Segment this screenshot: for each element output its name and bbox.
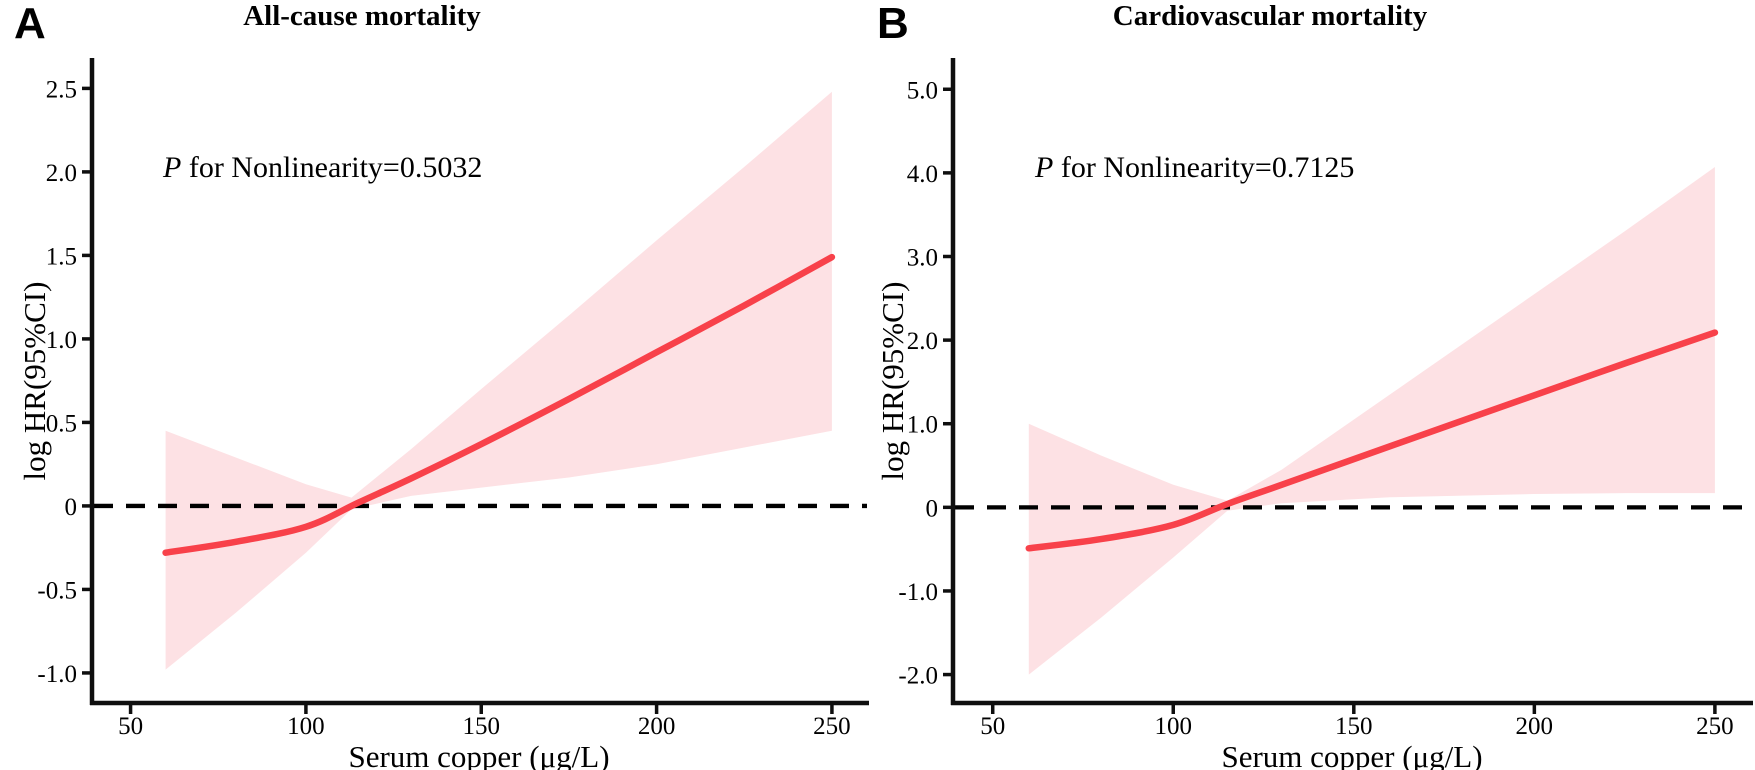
panel-a-nonlinearity-annotation: P for Nonlinearity=0.5032	[163, 151, 482, 184]
y-tick-label: 0	[65, 494, 78, 521]
y-tick-label: 2.0	[46, 160, 77, 187]
confidence-band	[1028, 167, 1715, 675]
confidence-band	[165, 91, 832, 670]
panel-a-letter: A	[14, 0, 46, 48]
panel-b-nonlinearity-annotation: P for Nonlinearity=0.7125	[1035, 151, 1354, 184]
panel-b-x-axis-title: Serum copper (μg/L)	[1221, 739, 1483, 770]
spline-line	[162, 253, 836, 556]
y-tick-label: -0.5	[37, 577, 77, 604]
y-tick-label: 3.0	[907, 245, 938, 272]
y-tick-label: 2.0	[907, 328, 938, 355]
x-tick-label: 50	[118, 713, 143, 740]
x-tick-label: 150	[1335, 713, 1373, 740]
x-tick-label: 250	[1696, 713, 1734, 740]
panel-a-title: All-cause mortality	[243, 0, 481, 32]
spline-line	[1025, 329, 1719, 552]
x-tick-label: 100	[1155, 713, 1193, 740]
y-tick-label: -1.0	[37, 661, 77, 688]
y-tick-label: 2.5	[46, 76, 77, 103]
x-tick-label: 250	[813, 713, 851, 740]
x-tick-label: 200	[1516, 713, 1554, 740]
annotation-text: for Nonlinearity=0.5032	[181, 151, 483, 184]
y-tick-label: 0	[926, 495, 939, 522]
panel-b-letter: B	[877, 0, 909, 48]
panel-a-y-axis-title: log HR(95%CI)	[16, 281, 52, 481]
y-tick-label: 5.0	[907, 77, 938, 104]
x-tick-label: 200	[638, 713, 676, 740]
annotation-text: for Nonlinearity=0.7125	[1053, 151, 1355, 184]
y-tick-label: -1.0	[898, 579, 938, 606]
panel-b-title: Cardiovascular mortality	[1112, 0, 1428, 32]
y-tick-label: 1.0	[907, 412, 938, 439]
y-tick-label: 1.5	[46, 243, 77, 270]
x-tick-label: 150	[463, 713, 501, 740]
p-symbol: P	[163, 151, 182, 184]
panel-a-x-axis-title: Serum copper (μg/L)	[348, 739, 610, 770]
p-symbol: P	[1035, 151, 1054, 184]
x-tick-label: 50	[980, 713, 1005, 740]
x-tick-label: 100	[287, 713, 325, 740]
y-tick-label: -2.0	[898, 663, 938, 690]
y-tick-label: 0.5	[46, 410, 77, 437]
y-tick-label: 1.0	[46, 327, 77, 354]
y-tick-label: 4.0	[907, 161, 938, 188]
panel-b-y-axis-title: log HR(95%CI)	[874, 281, 910, 481]
